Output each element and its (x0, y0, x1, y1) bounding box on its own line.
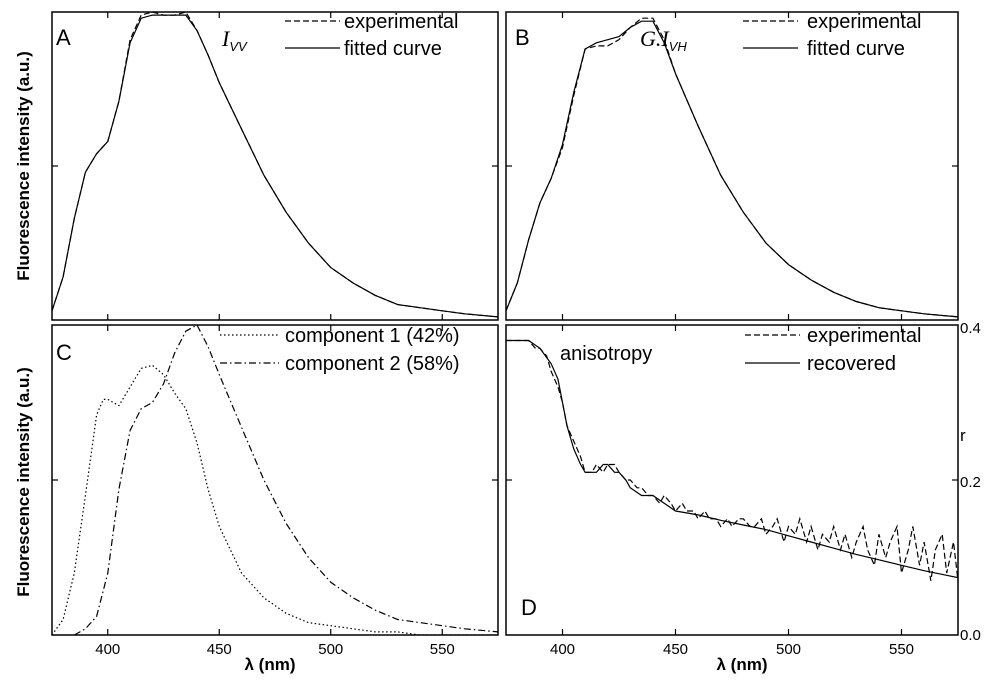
panel-d: 400 450 500 550 experimental recovered (505, 324, 959, 658)
legend-label: experimental (344, 11, 459, 33)
series-line-dashed (506, 17, 958, 318)
panel-letter-d: D (521, 595, 537, 620)
r-tick-0-4: 0.4 (960, 320, 981, 337)
x-tick-label: 450 (663, 641, 688, 658)
panel-b: experimental fitted curve (505, 11, 959, 321)
panel-letter-b: B (515, 25, 530, 50)
legend-label: fitted curve (807, 38, 905, 60)
r-tick-0-2: 0.2 (960, 474, 981, 491)
r-tick-0-0: 0.0 (960, 627, 981, 644)
anisotropy-annotation: anisotropy (560, 343, 652, 365)
y-axis-label-top: Fluorescence intensity (a.u.) (14, 51, 33, 281)
panel-a: experimental fitted curve (51, 11, 499, 321)
series-line-dotted (52, 364, 498, 635)
legend-label: component 1 (42%) (285, 325, 460, 347)
x-tick-label: 550 (889, 641, 914, 658)
series-line-solid (506, 20, 958, 318)
series-line-solid (52, 14, 498, 318)
series-line-dashed (506, 339, 958, 581)
x-tick-label: 400 (95, 641, 120, 658)
x-axis-label-left: λ (nm) (245, 655, 296, 674)
title-givh-main: G.I (640, 26, 670, 51)
title-ivv-main: I (221, 26, 231, 51)
x-tick-label: 500 (776, 641, 801, 658)
x-axis-label-right: λ (nm) (717, 655, 768, 674)
x-tick-label: 450 (207, 641, 232, 658)
title-givh: G.IVH (640, 26, 687, 54)
r-axis-label: r (960, 426, 966, 445)
title-givh-sub: VH (669, 39, 688, 54)
panel-c: 400 450 500 550 component 1 (42%) component 2… (51, 324, 499, 658)
legend-label: fitted curve (344, 38, 442, 60)
legend-label: component 2 (58%) (285, 353, 460, 375)
x-tick-label: 550 (430, 641, 455, 658)
legend-label: experimental (807, 325, 922, 347)
series-line-dashdot (74, 325, 498, 635)
title-ivv: IVV (221, 26, 248, 54)
panel-letter-a: A (56, 25, 71, 50)
panel-letter-c: C (56, 340, 72, 365)
y-axis-label-bottom: Fluorescence intensity (a.u.) (14, 367, 33, 597)
x-tick-label: 500 (318, 641, 343, 658)
title-ivv-sub: VV (229, 39, 248, 54)
legend-label: recovered (807, 353, 896, 375)
legend-label: experimental (807, 11, 922, 33)
x-tick-label: 400 (550, 641, 575, 658)
series-line-solid (506, 339, 958, 579)
